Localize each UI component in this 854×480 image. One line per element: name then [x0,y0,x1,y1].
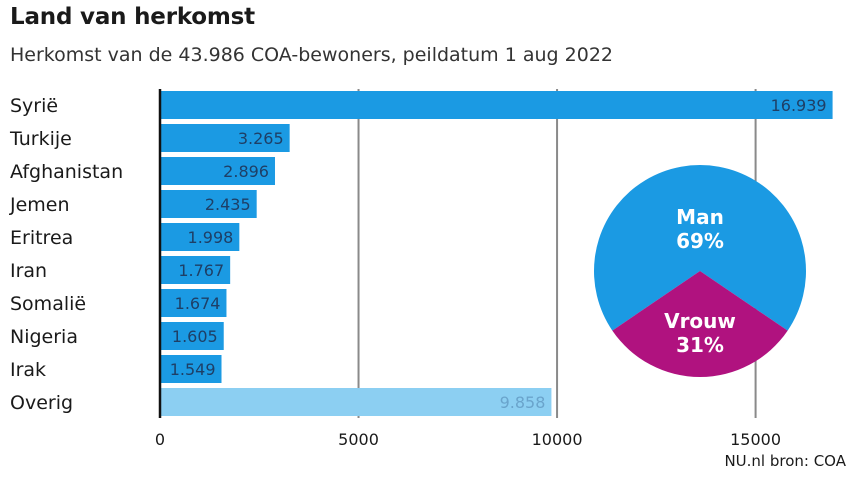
value-label: 3.265 [238,129,284,148]
bar [160,322,224,350]
category-label: Somalië [10,293,86,315]
pie-label-woman-name: Vrouw [664,309,736,333]
value-label: 16.939 [771,96,827,115]
pie-label-man-name: Man [676,205,724,229]
source-credit: NU.nl bron: COA [724,452,846,470]
pie-label-man-pct: 69% [676,229,724,253]
x-tick-label: 5000 [338,430,379,449]
value-label: 1.549 [170,360,216,379]
category-label: Nigeria [10,326,78,348]
x-tick-label: 0 [155,430,165,449]
pie-label-woman-pct: 31% [676,333,724,357]
bar [160,91,833,119]
category-label: Jemen [9,194,70,216]
category-label: Syrië [10,95,58,117]
category-label: Afghanistan [10,161,123,183]
category-label: Turkije [9,128,72,150]
category-label: Iran [10,260,47,282]
pie-slice-man [594,164,807,331]
bar [160,289,227,317]
value-label: 2.435 [205,195,251,214]
bar [160,388,552,416]
value-label: 1.767 [178,261,224,280]
bar [160,124,290,152]
category-label: Overig [10,392,73,414]
value-label: 1.998 [188,228,234,247]
bar [160,256,231,284]
chart-title: Land van herkomst [10,4,255,30]
value-label: 2.896 [223,162,269,181]
value-label: 9.858 [500,393,546,412]
x-tick-label: 10000 [532,430,583,449]
value-label: 1.674 [175,294,221,313]
pie-slice-woman [612,271,788,378]
x-tick-label: 15000 [730,430,781,449]
value-label: 1.605 [172,327,218,346]
bars: Syrië 16.939 Turkije 3.265 Afghanistan 2.896 J… [9,91,833,416]
bar [160,355,222,383]
chart-subtitle: Herkomst van de 43.986 COA-bewoners, pei… [10,44,613,66]
bar [160,223,240,251]
category-label: Irak [10,359,46,381]
category-label: Eritrea [10,227,73,249]
bar [160,157,275,185]
axis: 0 5000 10000 15000 [155,89,781,449]
bar [160,190,257,218]
